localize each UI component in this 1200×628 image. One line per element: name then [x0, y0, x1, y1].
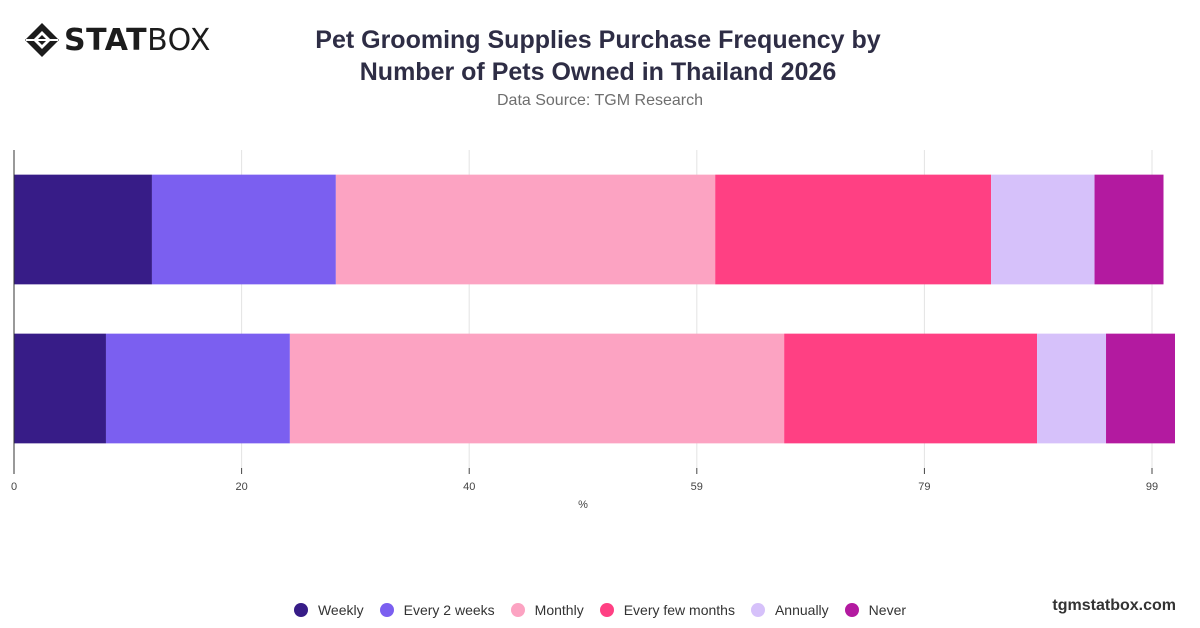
x-tick-label: 99	[1146, 481, 1158, 493]
bar-segment-every-few-months	[784, 333, 1038, 444]
statbox-diamond-icon	[25, 23, 59, 57]
legend-label: Monthly	[534, 602, 584, 618]
website-label: tgmstatbox.com	[1052, 597, 1176, 614]
logo-text-light: BOX	[147, 22, 211, 58]
legend-item: Every few months	[599, 602, 735, 618]
legend-swatch	[844, 603, 859, 617]
legend-item: Every 2 weeks	[379, 602, 495, 618]
x-tick-label: 59	[691, 481, 703, 493]
bar-segment-monthly	[335, 174, 716, 285]
x-axis-label: %	[578, 499, 588, 511]
logo-text-bold: STAT	[64, 22, 148, 58]
bar-segment-weekly	[14, 174, 152, 285]
legend-swatch	[510, 603, 525, 617]
legend-swatch	[750, 603, 765, 617]
x-tick-label: 20	[235, 481, 247, 493]
legend-item: Never	[844, 602, 907, 618]
bar-segment-every-2-weeks	[105, 333, 290, 444]
bar-segment-monthly	[289, 333, 785, 444]
chart-title-line2: Number of Pets Owned in Thailand 2026	[359, 58, 837, 86]
x-tick-label: 79	[918, 481, 930, 493]
bar-segment-annually	[991, 174, 1095, 285]
chart-legend: Weekly Every 2 weeks Monthly Every few mont…	[0, 602, 1200, 618]
legend-swatch	[293, 603, 308, 617]
legend-label: Never	[868, 602, 907, 618]
chart-title: Pet Grooming Supplies Purchase Frequency…	[250, 24, 946, 88]
legend-item: Weekly	[293, 602, 364, 618]
bar-segment-never	[1094, 174, 1164, 285]
bar-segment-never	[1106, 333, 1175, 444]
bar-segment-every-few-months	[715, 174, 992, 285]
stacked-bar-chart: 0 20 40 59 79 99%	[11, 150, 1175, 511]
bar-segment-weekly	[14, 333, 106, 444]
bar-segment-annually	[1037, 333, 1107, 444]
legend-item: Annually	[750, 602, 829, 618]
chart-subtitle: Data Source: TGM Research	[496, 92, 703, 109]
logo-text: STATBOX	[64, 23, 211, 58]
legend-swatch	[599, 603, 614, 617]
legend-swatch	[379, 603, 394, 617]
bar-segment-every-2-weeks	[151, 174, 336, 285]
legend-label: Annually	[774, 602, 829, 618]
chart-title-line1: Pet Grooming Supplies Purchase Frequency…	[315, 26, 881, 54]
legend-item: Monthly	[510, 602, 584, 618]
legend-label: Weekly	[317, 602, 364, 618]
legend-label: Every 2 weeks	[403, 602, 495, 618]
x-tick-label: 40	[463, 481, 475, 493]
statbox-logo: STATBOX	[24, 20, 211, 60]
x-tick-label: 0	[11, 481, 17, 493]
legend-label: Every few months	[623, 602, 735, 618]
